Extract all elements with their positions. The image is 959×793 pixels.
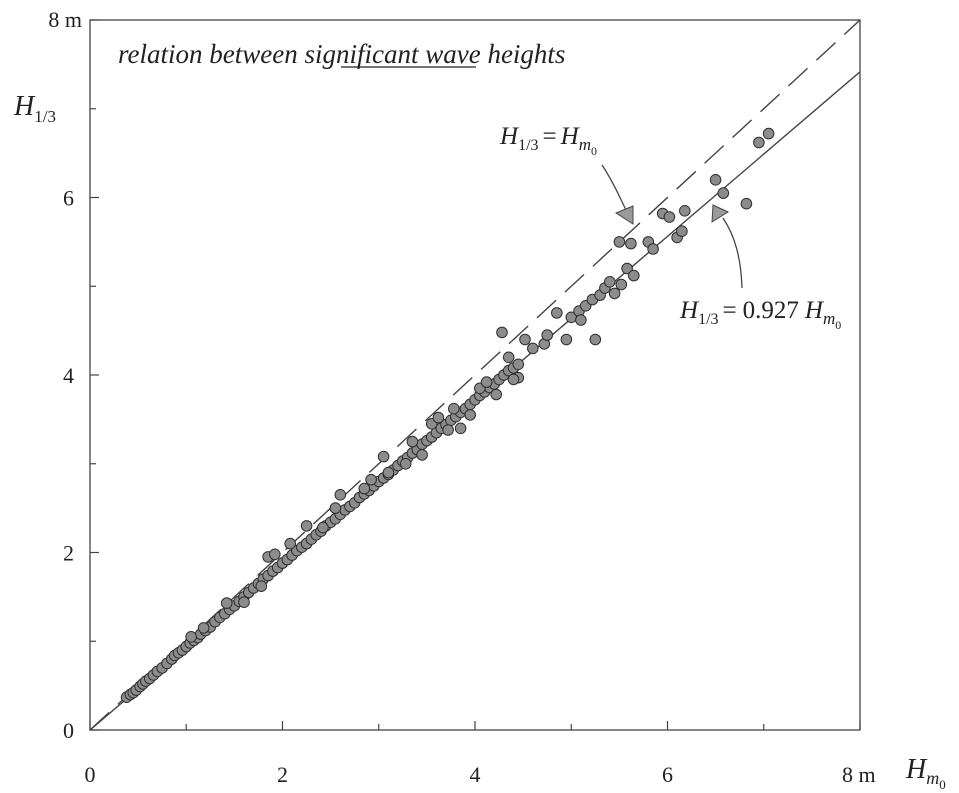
data-point xyxy=(382,466,395,479)
data-point xyxy=(365,473,377,486)
y-tick-label: 6 xyxy=(63,186,74,211)
y-tick-label: 2 xyxy=(63,541,74,566)
data-point xyxy=(442,424,454,436)
data-point xyxy=(613,236,626,248)
data-point xyxy=(575,314,587,326)
data-point xyxy=(416,449,428,461)
data-point xyxy=(448,402,460,415)
y-axis-ticks: 0 2 4 6 8 m xyxy=(48,7,99,743)
data-point xyxy=(615,278,628,291)
x-tick-label: 6 xyxy=(662,762,673,787)
data-point xyxy=(406,435,419,448)
data-point xyxy=(519,333,531,346)
equality-line-arrowhead xyxy=(614,205,634,225)
y-tick-label: 8 m xyxy=(48,7,82,32)
data-point xyxy=(604,276,616,288)
data-point xyxy=(317,521,329,534)
data-point xyxy=(454,422,467,435)
data-point xyxy=(197,622,210,634)
data-point xyxy=(608,287,621,300)
data-point xyxy=(377,450,390,463)
data-point xyxy=(709,174,722,186)
data-point xyxy=(507,373,520,386)
data-point xyxy=(255,580,268,593)
data-point xyxy=(679,205,691,217)
data-point xyxy=(541,329,554,341)
data-point xyxy=(512,358,525,371)
data-point xyxy=(647,243,659,255)
y-tick-label: 4 xyxy=(63,363,74,388)
data-point xyxy=(740,197,753,210)
data-point xyxy=(625,237,637,250)
fit-line-pointer xyxy=(722,217,743,289)
y-tick-label: 0 xyxy=(63,718,74,743)
data-point xyxy=(628,269,640,282)
equality-line xyxy=(90,20,860,730)
data-point xyxy=(185,631,197,643)
equality-line-pointer xyxy=(601,164,627,211)
x-axis-ticks: 0 2 4 6 8 m xyxy=(85,721,876,787)
chart-title: relation between significant wave height… xyxy=(118,39,565,69)
x-tick-label: 0 xyxy=(85,762,96,787)
y-axis-label: H1/3 xyxy=(13,91,56,126)
data-point xyxy=(560,333,573,346)
data-point xyxy=(358,482,371,495)
x-tick-label: 2 xyxy=(277,762,288,787)
data-point xyxy=(676,225,688,237)
data-point xyxy=(589,333,602,346)
data-point xyxy=(334,489,347,501)
data-point xyxy=(551,307,563,319)
data-point xyxy=(432,411,445,424)
data-point xyxy=(480,376,493,388)
data-point xyxy=(284,537,297,550)
data-point xyxy=(490,388,503,401)
data-point xyxy=(329,502,342,514)
data-points xyxy=(120,127,775,704)
data-point xyxy=(300,520,313,532)
equality-line-label: H1/3 = Hm0 xyxy=(499,123,597,158)
x-tick-label: 4 xyxy=(470,762,481,787)
data-point xyxy=(621,262,633,275)
data-point xyxy=(717,187,730,199)
data-point xyxy=(238,596,250,609)
data-point xyxy=(502,351,515,364)
data-point xyxy=(663,211,676,223)
x-axis-label: Hm0 xyxy=(905,754,946,792)
data-point xyxy=(399,458,412,470)
data-point xyxy=(762,127,775,140)
fit-line-arrowhead xyxy=(711,204,730,223)
data-point xyxy=(527,342,539,355)
fit-line-label: H1/3 = 0.927 Hm0 xyxy=(679,297,841,332)
data-point xyxy=(220,597,233,609)
x-tick-label: 8 m xyxy=(842,762,876,787)
data-point xyxy=(496,326,508,339)
data-point xyxy=(753,136,765,149)
data-point xyxy=(464,409,477,421)
data-point xyxy=(269,548,281,561)
